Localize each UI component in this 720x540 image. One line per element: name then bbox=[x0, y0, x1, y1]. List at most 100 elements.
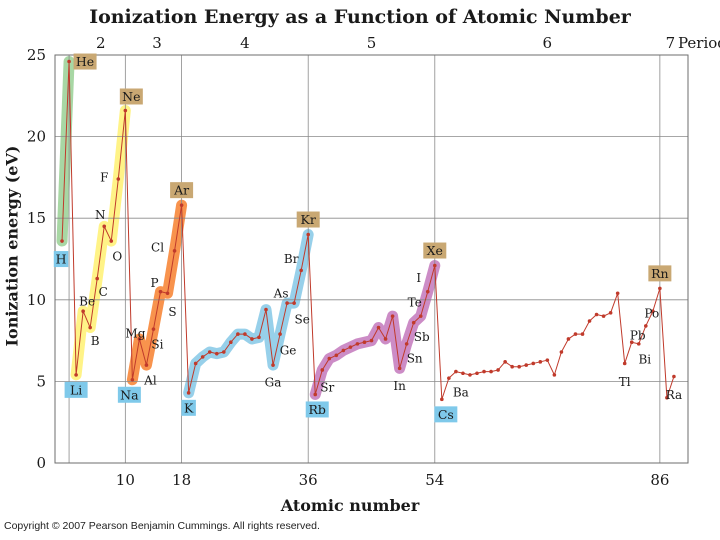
data-point bbox=[341, 348, 346, 353]
data-point bbox=[489, 369, 493, 374]
series-layer bbox=[60, 59, 676, 402]
data-point bbox=[587, 319, 592, 323]
data-point bbox=[137, 337, 142, 341]
x-tick-label: 18 bbox=[172, 471, 191, 489]
element-label-sn: Sn bbox=[407, 351, 423, 365]
data-point bbox=[411, 320, 416, 325]
data-point bbox=[151, 327, 156, 331]
x-tick-label: 54 bbox=[425, 471, 444, 489]
period-number: 6 bbox=[543, 34, 553, 52]
data-point bbox=[503, 360, 507, 364]
element-label-li: Li bbox=[70, 382, 82, 397]
data-point bbox=[615, 291, 620, 296]
data-point bbox=[179, 203, 184, 207]
element-label-box bbox=[64, 381, 88, 398]
element-label-box bbox=[119, 88, 143, 105]
element-label-mg: Mg bbox=[125, 326, 145, 340]
element-label-k: K bbox=[184, 400, 194, 415]
data-point bbox=[573, 332, 578, 336]
data-point bbox=[468, 373, 472, 377]
data-point bbox=[130, 377, 135, 382]
data-point bbox=[250, 337, 254, 341]
element-label-box bbox=[53, 251, 69, 268]
data-point bbox=[60, 239, 64, 243]
period-number: 5 bbox=[367, 34, 377, 52]
element-label-tl: Tl bbox=[619, 375, 631, 389]
x-tick-label: 36 bbox=[299, 471, 318, 489]
element-label-ra: Ra bbox=[666, 388, 682, 402]
data-point bbox=[355, 342, 360, 346]
data-point bbox=[552, 373, 557, 377]
data-point bbox=[566, 337, 571, 341]
data-point bbox=[95, 276, 99, 281]
element-label-ga: Ga bbox=[265, 376, 282, 390]
data-point bbox=[172, 249, 177, 253]
data-point bbox=[186, 391, 191, 395]
element-label-te: Te bbox=[408, 296, 422, 310]
data-point bbox=[665, 395, 669, 400]
plot-frame bbox=[54, 54, 689, 464]
element-label-ge: Ge bbox=[280, 344, 297, 358]
data-point bbox=[397, 366, 402, 371]
data-point bbox=[74, 373, 78, 377]
element-label-cl: Cl bbox=[151, 240, 164, 254]
data-point bbox=[461, 371, 465, 376]
grid-lines bbox=[55, 55, 688, 463]
data-point bbox=[636, 342, 641, 346]
element-label-box bbox=[648, 265, 672, 282]
data-point bbox=[278, 332, 282, 336]
element-label-po: Po bbox=[644, 306, 659, 320]
y-tick-label: 25 bbox=[27, 46, 46, 64]
element-label-ar: Ar bbox=[173, 183, 189, 198]
x-axis-label: Atomic number bbox=[280, 496, 420, 515]
period-number: 3 bbox=[152, 34, 162, 52]
data-point bbox=[264, 307, 268, 312]
element-label-box bbox=[170, 182, 194, 199]
data-point bbox=[482, 369, 486, 374]
data-point bbox=[102, 224, 107, 229]
element-label-b: B bbox=[91, 334, 100, 348]
data-point bbox=[538, 360, 543, 364]
data-point bbox=[447, 376, 451, 380]
data-point bbox=[440, 397, 444, 402]
data-point bbox=[271, 363, 275, 367]
y-tick-label: 15 bbox=[27, 209, 46, 227]
data-point bbox=[306, 232, 311, 237]
period-number: 4 bbox=[240, 34, 250, 52]
element-label-kr: Kr bbox=[301, 212, 316, 227]
element-labels: H He Li Be B C N O F Ne Na Mg Al Si P S Cl Ar K Ga Ge As Se Br K… bbox=[53, 53, 682, 423]
element-label-n: N bbox=[95, 208, 106, 222]
element-label-sb: Sb bbox=[414, 330, 430, 344]
element-label-box bbox=[305, 401, 329, 418]
y-tick-label: 20 bbox=[27, 128, 46, 146]
data-point bbox=[362, 340, 367, 345]
element-label-sr: Sr bbox=[320, 380, 334, 394]
element-label-pb: Pb bbox=[630, 329, 646, 343]
data-point bbox=[531, 361, 536, 366]
element-label-box bbox=[73, 53, 97, 70]
data-point bbox=[369, 338, 374, 343]
element-label-xe: Xe bbox=[427, 243, 443, 258]
copyright-notice: Copyright © 2007 Pearson Benjamin Cummin… bbox=[4, 520, 320, 532]
data-point bbox=[425, 289, 430, 294]
element-label-bi: Bi bbox=[638, 352, 651, 366]
data-point bbox=[545, 358, 550, 362]
data-point bbox=[404, 342, 409, 346]
element-label-in: In bbox=[393, 379, 406, 393]
element-label-he: He bbox=[76, 54, 94, 69]
element-label-box bbox=[423, 242, 447, 259]
element-label-al: Al bbox=[143, 374, 157, 388]
data-point bbox=[327, 356, 332, 361]
data-point bbox=[608, 311, 613, 315]
period-labels: 2 3 4 5 6 7 bbox=[96, 34, 675, 52]
data-point bbox=[580, 332, 585, 336]
data-point bbox=[109, 239, 114, 243]
data-point bbox=[594, 312, 599, 317]
element-label-i: I bbox=[416, 271, 421, 285]
data-point bbox=[433, 263, 437, 268]
data-point bbox=[299, 268, 303, 273]
element-label-f: F bbox=[100, 171, 108, 185]
element-label-s: S bbox=[168, 305, 176, 319]
chart-title: Ionization Energy as a Function of Atomi… bbox=[89, 6, 631, 28]
data-point bbox=[229, 340, 233, 345]
